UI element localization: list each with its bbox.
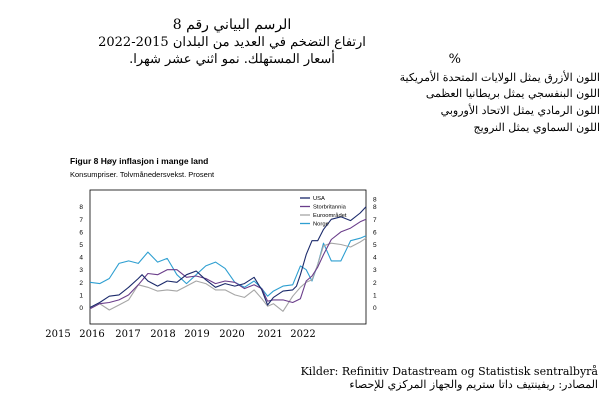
x-tick-label: 2022 <box>290 329 315 340</box>
arabic-percent-sign: % <box>448 52 461 67</box>
arabic-figure-subtitle: ارتفاع التضخم في العديد من البلدان 2015-… <box>98 35 366 50</box>
chart-subtitle: Konsumpriser. Tolvmånedersvekst. Prosent <box>70 170 215 179</box>
x-tick-label: 2020 <box>219 329 244 340</box>
arabic-legend-norway: اللون السماوي يمثل النرويج <box>473 121 601 134</box>
y-tick-left-label: 3 <box>79 267 83 274</box>
y-tick-right-label: 7 <box>373 217 377 224</box>
y-tick-right-label: 8 <box>373 204 377 211</box>
series-line-norge <box>89 235 367 297</box>
series-line-usa <box>89 206 367 308</box>
y-tick-right-label: 0 <box>373 305 377 312</box>
y-tick-left-label: 8 <box>79 204 83 211</box>
source-arabic: المصادر: ريفينتيف داتا ستريم والجهاز الم… <box>349 378 598 391</box>
plot-frame <box>89 189 367 325</box>
y-tick-right-label: 6 <box>373 229 377 236</box>
y-tick-right-label: 1 <box>373 292 377 299</box>
y-tick-right-label: 4 <box>373 255 377 262</box>
y-tick-left-label: 6 <box>79 229 83 236</box>
legend-label: Norge <box>313 222 329 228</box>
legend-label: Storbritannia <box>313 205 347 211</box>
legend-label: USA <box>313 196 325 202</box>
x-tick-label: 2018 <box>150 329 175 340</box>
y-tick-left-label: 7 <box>79 217 83 224</box>
y-tick-left-label: 4 <box>79 255 83 262</box>
arabic-legend-eu: اللون الرمادي يمثل الاتحاد الأوروبي <box>440 104 600 117</box>
y-tick-left-label: 5 <box>79 242 83 249</box>
y-tick-right-label: 5 <box>373 242 377 249</box>
x-tick-label: 2015 <box>45 329 70 340</box>
y-tick-right-label: 8 <box>373 197 377 204</box>
x-tick-label: 2017 <box>115 329 140 340</box>
x-tick-label: 2021 <box>257 329 282 340</box>
y-tick-left-label: 0 <box>79 305 83 312</box>
arabic-legend-usa: اللون الأزرق يمثل الولايات المتحدة الأمر… <box>399 71 600 84</box>
legend-label: Euroområdet <box>313 212 347 219</box>
arabic-units-line: أسعار المستهلك. نمو اثني عشر شهرا. <box>129 52 335 67</box>
arabic-legend-uk: اللون البنفسجي يمثل بريطانيا العظمى <box>425 87 600 100</box>
chart-title: Figur 8 Høy inflasjon i mange land <box>70 156 208 166</box>
y-tick-right-label: 2 <box>373 280 377 287</box>
x-tick-label: 2016 <box>79 329 104 340</box>
arabic-figure-title: الرسم البياني رقم 8 <box>172 17 292 33</box>
y-tick-left-label: 2 <box>79 280 83 287</box>
series-line-storbritannia <box>89 218 367 310</box>
series-line-euroområdet <box>89 237 367 312</box>
source-norwegian: Kilder: Refinitiv Datastream og Statisti… <box>300 365 598 378</box>
y-tick-right-label: 3 <box>373 267 377 274</box>
y-tick-left-label: 1 <box>79 292 83 299</box>
x-tick-label: 2019 <box>184 329 209 340</box>
